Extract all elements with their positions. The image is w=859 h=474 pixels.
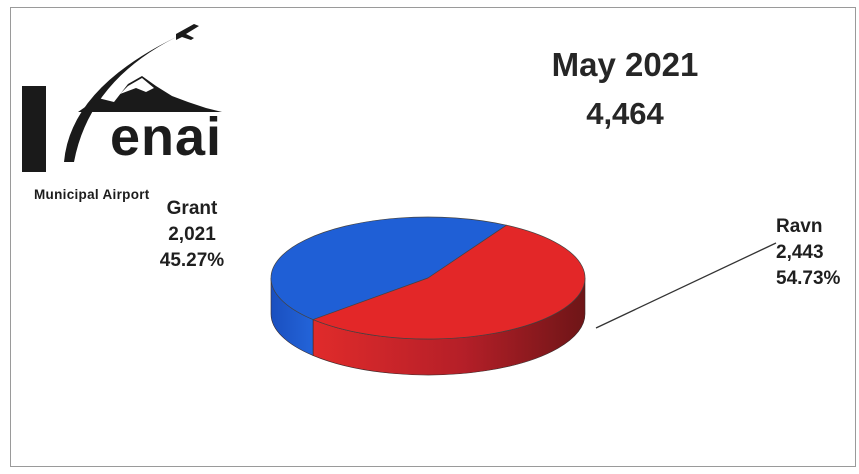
ravn-leader-line [595,242,777,329]
ravn-value: 2,443 [776,242,824,263]
chart-title: May 2021 [551,46,699,83]
logo-graphic [22,24,222,172]
chart-total: 4,464 [586,96,664,131]
mountain-icon [78,76,222,112]
logo-subtitle: Municipal Airport [34,187,150,202]
grant-data-label: Grant 2,021 45.27% [140,196,244,274]
ravn-name: Ravn [776,216,823,237]
ravn-percent: 54.73% [776,268,841,289]
plane-icon [176,24,199,40]
ravn-slice [312,224,586,340]
grant-value: 2,021 [168,224,216,245]
chart-frame [10,7,856,467]
grant-name: Grant [166,198,218,219]
logo-name: enai [110,107,223,167]
ravn-data-label: Ravn 2,443 54.73% [776,214,859,292]
kenai-airport-logo: enai Municipal Airport [16,12,238,202]
grant-slice [270,216,508,320]
grant-percent: 45.27% [159,250,225,271]
